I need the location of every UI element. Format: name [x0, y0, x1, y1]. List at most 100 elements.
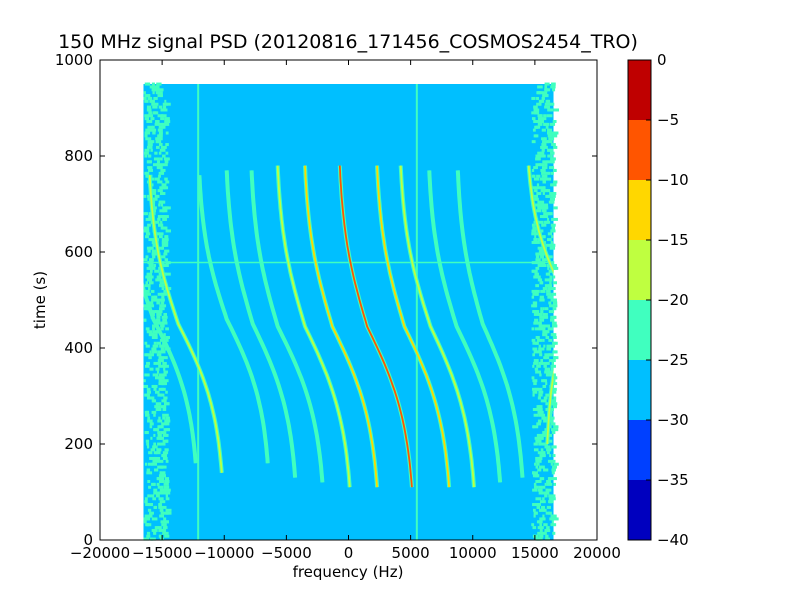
edge-noise — [543, 433, 548, 437]
edge-noise — [550, 200, 554, 204]
edge-noise — [542, 287, 548, 291]
edge-noise — [144, 514, 150, 518]
trace-line — [143, 286, 197, 464]
edge-noise — [535, 537, 539, 541]
edge-noise — [162, 125, 166, 129]
edge-noise — [145, 174, 150, 178]
edge-noise — [552, 281, 557, 285]
edge-noise — [151, 384, 156, 388]
edge-noise — [156, 102, 159, 106]
edge-noise — [541, 223, 547, 227]
edge-noise — [145, 364, 150, 368]
edge-noise — [548, 166, 555, 170]
edge-noise — [531, 117, 536, 121]
edge-noise — [154, 462, 158, 466]
edge-noise — [533, 425, 539, 429]
edge-noise — [531, 96, 536, 100]
edge-noise — [158, 361, 162, 365]
chart-title: 150 MHz signal PSD (20120816_171456_COSM… — [58, 31, 638, 53]
edge-noise — [543, 330, 547, 334]
edge-noise — [540, 359, 544, 363]
edge-noise — [533, 359, 539, 363]
edge-noise — [551, 226, 555, 230]
edge-noise — [161, 295, 165, 299]
edge-noise — [152, 163, 159, 167]
edge-noise — [552, 459, 556, 463]
edge-noise — [155, 408, 162, 411]
edge-noise — [160, 220, 163, 224]
edge-noise — [159, 508, 164, 512]
edge-noise — [148, 485, 152, 489]
edge-noise — [548, 287, 551, 291]
edge-noise — [159, 232, 164, 236]
edge-noise — [158, 171, 163, 175]
edge-noise — [161, 321, 168, 325]
edge-noise — [152, 497, 157, 501]
edge-noise — [143, 318, 147, 322]
edge-noise — [152, 445, 155, 449]
edge-noise — [143, 379, 146, 383]
edge-noise — [164, 99, 167, 103]
edge-noise — [163, 413, 169, 417]
edge-noise — [151, 350, 158, 354]
edge-noise — [531, 232, 537, 236]
edge-noise — [533, 413, 539, 417]
edge-noise — [537, 526, 541, 530]
edge-noise — [158, 491, 163, 495]
edge-noise — [143, 520, 147, 524]
edge-noise — [534, 111, 539, 115]
edge-noise — [546, 451, 550, 455]
edge-noise — [553, 425, 559, 429]
edge-noise — [161, 399, 167, 403]
edge-noise — [539, 465, 543, 469]
edge-noise — [158, 223, 164, 227]
edge-noise — [151, 240, 157, 244]
edge-noise — [163, 364, 166, 368]
edge-noise — [147, 160, 152, 164]
edge-noise — [536, 203, 541, 207]
edge-noise — [150, 448, 155, 452]
edge-noise — [158, 105, 163, 109]
edge-noise — [539, 520, 543, 524]
edge-noise — [548, 367, 551, 371]
edge-noise — [552, 477, 557, 481]
edge-noise — [157, 180, 163, 184]
edge-noise — [160, 491, 166, 495]
edge-noise — [154, 177, 160, 181]
edge-noise — [164, 488, 171, 492]
edge-noise — [156, 353, 162, 357]
edge-noise — [146, 94, 151, 98]
edge-noise — [542, 180, 546, 184]
edge-noise — [162, 163, 168, 167]
edge-noise — [538, 350, 542, 354]
edge-noise — [545, 402, 551, 406]
edge-noise — [163, 157, 170, 161]
edge-noise — [153, 88, 158, 92]
edge-noise — [151, 482, 156, 486]
edge-noise — [538, 520, 542, 524]
edge-noise — [146, 410, 150, 414]
edge-noise — [144, 131, 151, 135]
edge-noise — [550, 367, 554, 371]
edge-noise — [145, 289, 148, 293]
edge-noise — [539, 327, 546, 331]
edge-noise — [156, 330, 159, 334]
edge-noise — [535, 284, 540, 288]
edge-noise — [146, 468, 150, 472]
edge-noise — [161, 321, 165, 325]
edge-noise — [537, 488, 543, 492]
edge-noise — [531, 140, 536, 144]
edge-noise — [540, 203, 544, 207]
edge-noise — [144, 497, 148, 501]
edge-noise — [162, 471, 166, 475]
edge-noise — [146, 442, 150, 446]
edge-noise — [156, 312, 161, 316]
edge-noise — [162, 408, 167, 411]
edge-noise — [160, 324, 165, 328]
edge-noise — [154, 122, 159, 126]
heatmap-layer — [143, 82, 560, 541]
edge-noise — [145, 353, 149, 357]
edge-noise — [549, 454, 552, 458]
y-tick-label: 1000 — [55, 51, 93, 69]
edge-noise — [536, 459, 542, 463]
